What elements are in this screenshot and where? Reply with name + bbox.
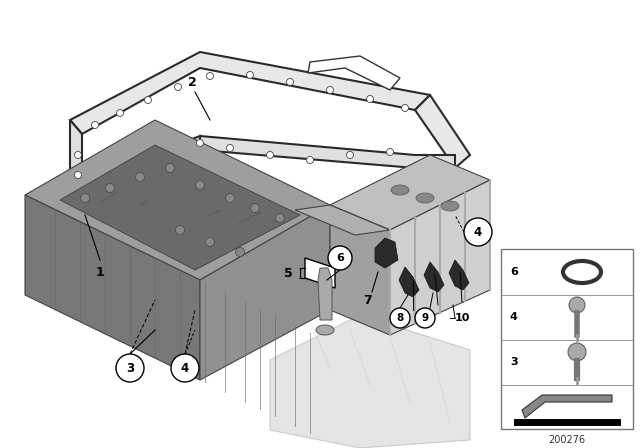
Text: 4: 4 [510, 312, 518, 322]
Circle shape [195, 181, 205, 190]
Polygon shape [70, 136, 200, 200]
Circle shape [227, 145, 234, 151]
Polygon shape [415, 95, 470, 168]
Circle shape [116, 109, 124, 116]
Ellipse shape [416, 193, 434, 203]
Ellipse shape [391, 185, 409, 195]
Polygon shape [308, 56, 400, 90]
Circle shape [250, 203, 259, 212]
Circle shape [196, 139, 204, 146]
Circle shape [569, 297, 585, 313]
Circle shape [92, 121, 99, 129]
Text: 3: 3 [126, 362, 134, 375]
Text: 3: 3 [510, 357, 518, 367]
Circle shape [415, 308, 435, 328]
Polygon shape [390, 180, 490, 335]
Text: 4: 4 [181, 362, 189, 375]
Circle shape [387, 148, 394, 155]
Polygon shape [305, 258, 335, 288]
Polygon shape [70, 52, 430, 134]
Circle shape [136, 172, 145, 181]
Ellipse shape [316, 325, 334, 335]
Polygon shape [70, 120, 82, 200]
Circle shape [171, 354, 199, 382]
Polygon shape [295, 205, 390, 235]
Circle shape [106, 184, 115, 193]
Polygon shape [375, 238, 398, 268]
Polygon shape [270, 315, 470, 448]
Text: 2: 2 [188, 76, 196, 89]
Text: 8: 8 [396, 313, 404, 323]
Circle shape [390, 308, 410, 328]
Polygon shape [25, 120, 330, 280]
Circle shape [275, 214, 285, 223]
Polygon shape [424, 262, 444, 292]
Circle shape [367, 95, 374, 103]
Polygon shape [318, 268, 332, 320]
Text: 10: 10 [454, 313, 470, 323]
Text: 6: 6 [510, 267, 518, 277]
Circle shape [236, 247, 244, 257]
Circle shape [74, 172, 81, 178]
Polygon shape [200, 205, 330, 380]
Circle shape [568, 343, 586, 361]
Polygon shape [330, 155, 490, 230]
Polygon shape [200, 136, 455, 168]
FancyBboxPatch shape [501, 249, 633, 429]
Circle shape [175, 225, 184, 234]
Circle shape [328, 246, 352, 270]
Circle shape [81, 194, 90, 202]
Polygon shape [330, 205, 390, 335]
Polygon shape [399, 267, 419, 297]
Circle shape [207, 73, 214, 79]
Polygon shape [522, 395, 612, 418]
Text: 200276: 200276 [548, 435, 586, 445]
Circle shape [246, 72, 253, 78]
Circle shape [464, 218, 492, 246]
Ellipse shape [441, 201, 459, 211]
Circle shape [145, 96, 152, 103]
Circle shape [266, 151, 273, 159]
Circle shape [74, 151, 81, 159]
Circle shape [225, 194, 234, 202]
Circle shape [401, 104, 408, 112]
Circle shape [175, 83, 182, 90]
Text: 4: 4 [474, 225, 482, 238]
Circle shape [307, 156, 314, 164]
Text: 6: 6 [336, 253, 344, 263]
Text: 7: 7 [364, 293, 372, 306]
Circle shape [346, 151, 353, 159]
Text: 1: 1 [95, 266, 104, 279]
Circle shape [287, 78, 294, 86]
Circle shape [205, 237, 214, 246]
Text: 5: 5 [284, 267, 292, 280]
Circle shape [326, 86, 333, 94]
Polygon shape [60, 145, 300, 270]
Polygon shape [25, 195, 200, 380]
Circle shape [116, 354, 144, 382]
Polygon shape [449, 260, 469, 290]
Text: 9: 9 [421, 313, 429, 323]
Circle shape [166, 164, 175, 172]
